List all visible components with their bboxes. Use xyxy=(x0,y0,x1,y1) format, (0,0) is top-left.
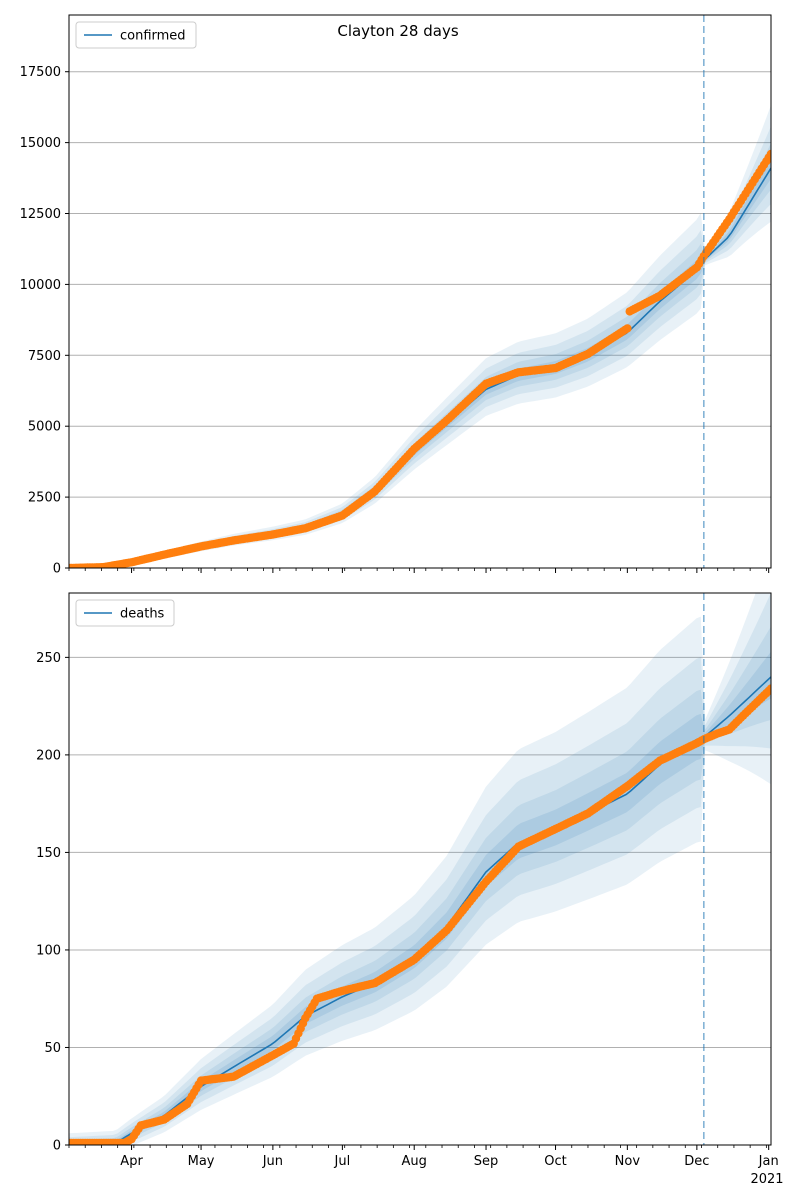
legend-box xyxy=(75,599,175,627)
x-tick-label: Jul xyxy=(334,1154,351,1169)
x-tick-label: May xyxy=(188,1154,215,1169)
plot-area xyxy=(69,105,771,568)
observed-points xyxy=(69,684,771,1145)
x-tick-label: Oct xyxy=(544,1154,566,1169)
y-tick-label: 17500 xyxy=(20,65,61,80)
figure-title: Clayton 28 days xyxy=(337,22,458,40)
y-tick-label: 150 xyxy=(36,846,61,861)
y-tick-label: 0 xyxy=(53,1139,61,1154)
y-tick-label: 250 xyxy=(36,651,61,666)
x-tick-label: Aug xyxy=(402,1154,427,1169)
plot-area xyxy=(69,593,771,1145)
legend-label: confirmed xyxy=(120,29,186,44)
year-label: 2021 xyxy=(750,1172,783,1187)
uncertainty-band-1 xyxy=(69,593,771,1145)
x-tick-label: Jun xyxy=(262,1154,283,1169)
y-tick-label: 50 xyxy=(44,1041,61,1056)
y-tick-label: 7500 xyxy=(28,349,61,364)
legend-box xyxy=(75,21,197,49)
deaths-panel: 0 50 100 150 200 250 Apr May Jun Jul Aug Sep Oct Nov D… xyxy=(36,592,779,1169)
uncertainty-band-2 xyxy=(69,126,771,568)
y-tick-label: 10000 xyxy=(20,278,61,293)
x-tick-label: Sep xyxy=(474,1154,499,1169)
axes-frame xyxy=(68,14,772,569)
y-tick-label: 5000 xyxy=(28,420,61,435)
observed-points xyxy=(69,149,771,568)
y-tick-label: 200 xyxy=(36,748,61,763)
observed-point xyxy=(766,149,771,159)
axes-frame xyxy=(68,592,772,1146)
legend: deaths xyxy=(75,599,175,627)
y-tick-label: 15000 xyxy=(20,136,61,151)
legend-label: deaths xyxy=(120,607,165,622)
legend: confirmed xyxy=(75,21,197,49)
confirmed-panel: 0 2500 5000 7500 10000 12500 15000 17500 confirm… xyxy=(20,14,772,577)
x-tick-label: Jan xyxy=(758,1154,779,1169)
y-tick-label: 12500 xyxy=(20,207,61,222)
x-tick-label: Apr xyxy=(120,1154,143,1169)
y-tick-label: 0 xyxy=(53,562,61,577)
y-tick-label: 2500 xyxy=(28,491,61,506)
observed-point xyxy=(623,324,632,333)
x-tick-label: Dec xyxy=(684,1154,709,1169)
y-tick-label: 100 xyxy=(36,943,61,958)
uncertainty-band-1 xyxy=(69,105,771,568)
x-tick-label: Nov xyxy=(615,1154,641,1169)
observed-point xyxy=(766,684,771,693)
